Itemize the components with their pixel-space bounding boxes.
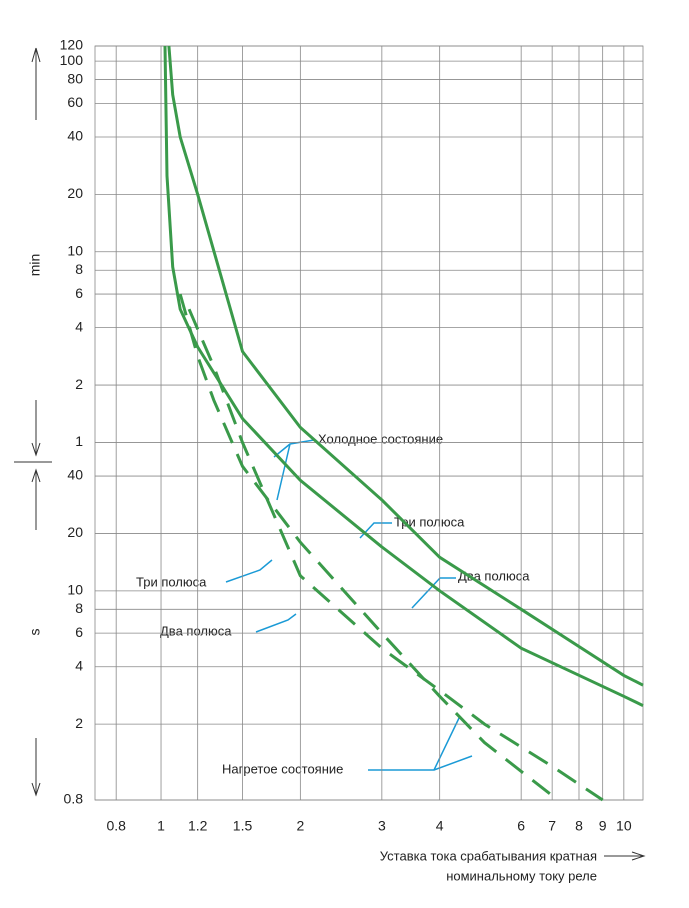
x-tick-label: 9 (599, 818, 607, 834)
x-tick-label: 8 (575, 818, 583, 834)
y-tick-label: 6 (75, 624, 83, 640)
y-tick-label: 20 (67, 185, 83, 201)
y-tick-label: 0.8 (64, 791, 84, 807)
x-tick-label: 6 (517, 818, 525, 834)
y-tick-label: 120 (60, 37, 84, 53)
plot-frame (94, 45, 644, 801)
x-tick-label: 1.5 (233, 818, 253, 834)
x-tick-label: 10 (616, 818, 632, 834)
curve (187, 308, 604, 802)
annotation: Нагретое состояние (222, 761, 343, 776)
curve (163, 45, 644, 707)
y-tick-label: 10 (67, 242, 83, 258)
annotation: Два полюса (160, 623, 232, 638)
annotation: Три полюса (136, 574, 207, 589)
x-tick-label: 7 (548, 818, 556, 834)
y-label-min: min (27, 254, 43, 277)
x-tick-label: 1 (157, 818, 165, 834)
y-tick-label: 8 (75, 600, 83, 616)
x-tick-label: 3 (378, 818, 386, 834)
y-tick-label: 100 (60, 52, 84, 68)
x-tick-label: 2 (296, 818, 304, 834)
x-label: Уставка тока срабатывания кратная (380, 848, 597, 863)
x-tick-label: 1.2 (188, 818, 208, 834)
y-tick-label: 8 (75, 261, 83, 277)
y-tick-label: 4 (75, 657, 83, 673)
y-label-s: s (27, 629, 43, 636)
y-tick-label: 40 (67, 128, 83, 144)
annotation: Три полюса (394, 514, 465, 529)
curve (178, 293, 559, 802)
pointers (14, 47, 646, 861)
x-tick-label: 4 (436, 818, 444, 834)
y-tick-label: 20 (67, 524, 83, 540)
y-tick-label: 2 (75, 376, 83, 392)
y-tick-label: 60 (67, 94, 83, 110)
y-tick-label: 10 (67, 582, 83, 598)
curve (167, 45, 644, 687)
y-tick-label: 6 (75, 285, 83, 301)
y-tick-label: 1 (75, 433, 83, 449)
y-tick-label: 2 (75, 715, 83, 731)
annotation: Холодное состояние (318, 431, 443, 446)
x-tick-label: 0.8 (106, 818, 126, 834)
y-tick-label: 4 (75, 318, 83, 334)
y-tick-label: 80 (67, 70, 83, 86)
x-label: номинальному току реле (446, 868, 597, 883)
y-tick-label: 40 (67, 467, 83, 483)
